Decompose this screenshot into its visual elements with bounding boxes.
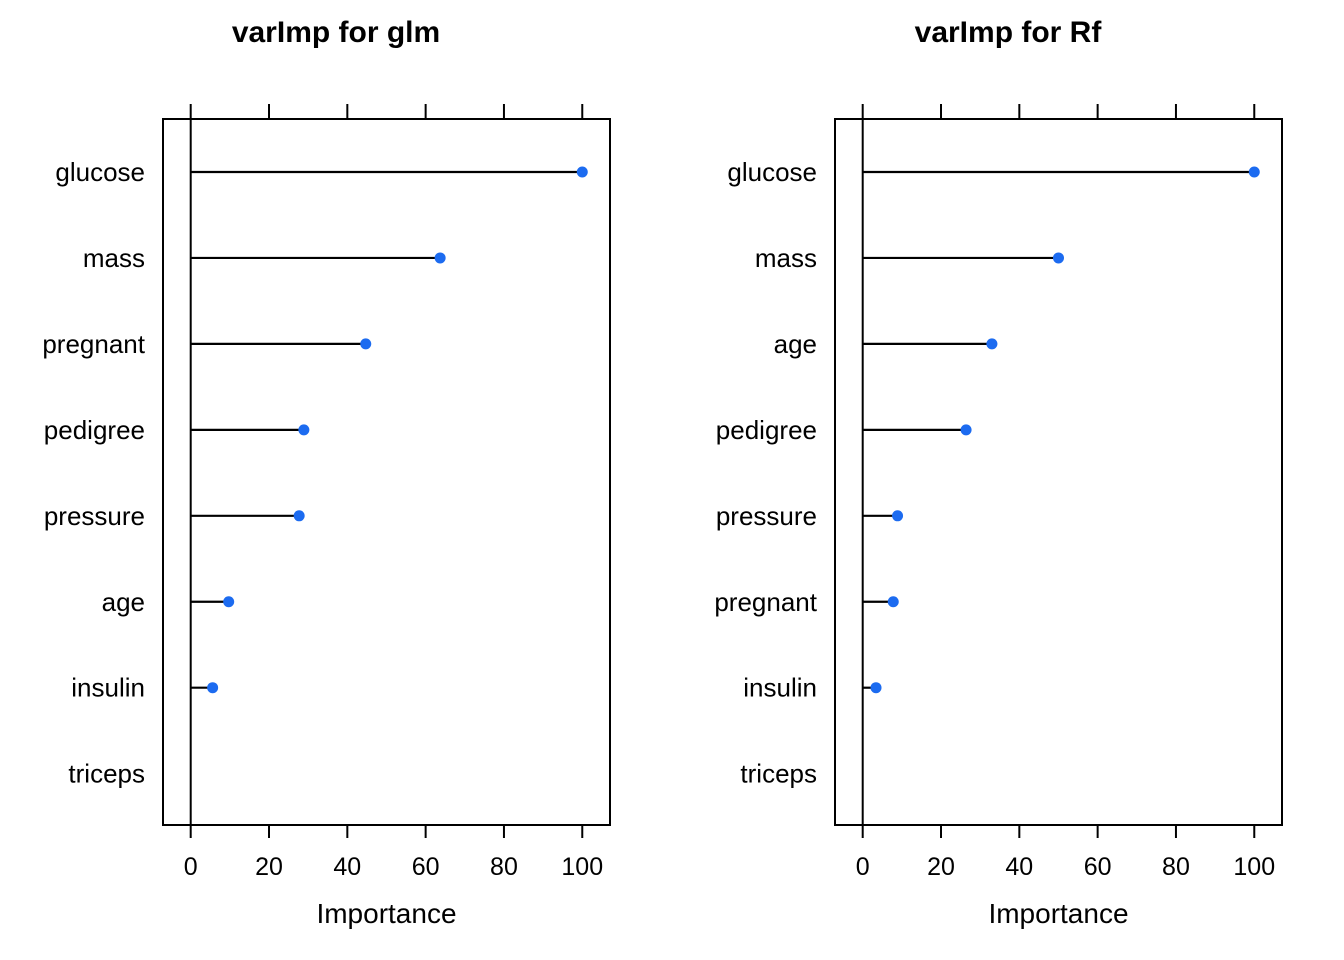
- data-point-dot: [870, 682, 882, 694]
- panel-varimp-glm: varImp for glm 0 20 40 60 80 100 glucose mass pr…: [42, 16, 611, 929]
- x-axis-tick-label: 40: [1005, 853, 1033, 881]
- data-point-dot: [1248, 166, 1260, 178]
- plot-box: [834, 118, 1283, 826]
- data-point-dot: [960, 424, 972, 436]
- x-axis-tick-label: 60: [1084, 853, 1112, 881]
- x-axis-tick-label: 80: [490, 853, 518, 881]
- x-axis-tick-label: 80: [1162, 853, 1190, 881]
- category-label: glucose: [55, 157, 145, 187]
- plot-box: [162, 118, 611, 826]
- x-axis-tick-label: 0: [856, 853, 870, 881]
- data-point-dot: [1052, 252, 1064, 264]
- x-axis-tick-label: 40: [333, 853, 361, 881]
- x-axis-label-glm: Importance: [316, 898, 457, 929]
- data-point-dot: [576, 166, 588, 178]
- x-axis-label-rf: Importance: [988, 898, 1129, 929]
- category-label: mass: [83, 243, 145, 273]
- data-point-dot: [207, 682, 219, 694]
- panel-varimp-rf: varImp for Rf 0 20 40 60 80 100 glucose mass age…: [672, 0, 1344, 960]
- category-label: pressure: [44, 501, 145, 531]
- category-label: age: [102, 587, 145, 617]
- x-axis-tick-label: 100: [561, 853, 603, 881]
- category-label: pedigree: [716, 415, 817, 445]
- dotplot-glm: 0 20 40 60 80 100 glucose mass pregnant pedigree p…: [42, 104, 611, 881]
- x-axis-tick-label: 60: [412, 853, 440, 881]
- data-point-dot: [434, 252, 446, 264]
- category-label: pregnant: [42, 329, 145, 359]
- x-axis-tick-label: 20: [255, 853, 283, 881]
- chart-title-rf: varImp for Rf: [914, 16, 1102, 49]
- category-label: insulin: [743, 673, 817, 703]
- data-point-dot: [892, 510, 904, 522]
- x-axis-tick-label: 100: [1233, 853, 1275, 881]
- data-point-dot: [360, 338, 372, 350]
- x-axis-tick-label: 20: [927, 853, 955, 881]
- dotplot-rf: 0 20 40 60 80 100 glucose mass age pedigree pressu…: [714, 104, 1283, 881]
- category-label: pregnant: [714, 587, 817, 617]
- category-label: insulin: [71, 673, 145, 703]
- chart-title-glm: varImp for glm: [231, 16, 441, 49]
- category-label: age: [774, 329, 817, 359]
- data-point-dot: [293, 510, 305, 522]
- category-label: triceps: [68, 759, 145, 789]
- data-point-dot: [986, 338, 998, 350]
- data-point-dot: [887, 596, 899, 608]
- category-label: triceps: [740, 759, 817, 789]
- data-point-dot: [298, 424, 310, 436]
- category-label: pedigree: [44, 415, 145, 445]
- category-label: pressure: [716, 501, 817, 531]
- category-label: mass: [755, 243, 817, 273]
- category-label: glucose: [727, 157, 817, 187]
- data-point-dot: [223, 596, 235, 608]
- x-axis-tick-label: 0: [184, 853, 198, 881]
